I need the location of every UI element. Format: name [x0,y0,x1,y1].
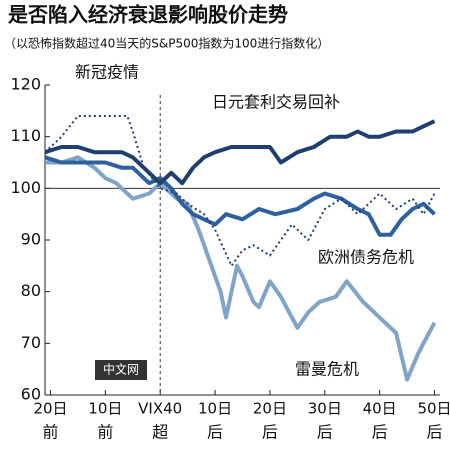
x-tick-sublabel: 后 [262,423,278,442]
y-tick-label: 100 [10,178,41,197]
series-line [45,155,437,382]
series-label: 雷曼危机 [295,360,359,379]
x-tick-label: 30日 [308,400,342,418]
x-tick-sublabel: 后 [317,423,333,442]
series-line [44,119,436,186]
x-tick-label: VIX40 [138,400,182,418]
x-tick-sublabel: 后 [427,423,443,442]
x-tick-label: 50日 [417,400,450,418]
y-tick-label: 90 [21,230,41,249]
y-tick-label: 60 [21,385,41,404]
chart-subtitle: （以恐怖指数超过40当天的S&P500指数为100进行指数化） [4,36,329,51]
x-tick-sublabel: 后 [372,423,388,442]
x-tick-sublabel: 前 [42,423,58,442]
x-tick-sublabel: 超 [152,423,168,442]
logo-box [95,360,147,380]
x-tick-label: 10日 [198,400,232,418]
chart-title: 是否陷入经济衰退影响股价走势 [7,3,288,27]
x-tick-sublabel: 后 [207,423,223,442]
y-tick-label: 70 [21,333,41,352]
x-tick-sublabel: 前 [97,423,113,442]
x-tick-label: 20日 [33,400,67,418]
y-tick-label: 80 [21,281,41,300]
series-label: 日元套利交易回补 [212,93,340,112]
x-tick-label: 40日 [363,400,397,418]
series-label: 欧洲债务危机 [318,248,414,267]
x-tick-label: 10日 [88,400,122,418]
y-tick-label: 120 [10,75,41,94]
y-tick-label: 110 [10,126,41,145]
series-label: 新冠疫情 [75,63,139,82]
logo: 中文网 [103,362,139,377]
x-tick-label: 20日 [253,400,287,418]
series-line [44,155,436,237]
